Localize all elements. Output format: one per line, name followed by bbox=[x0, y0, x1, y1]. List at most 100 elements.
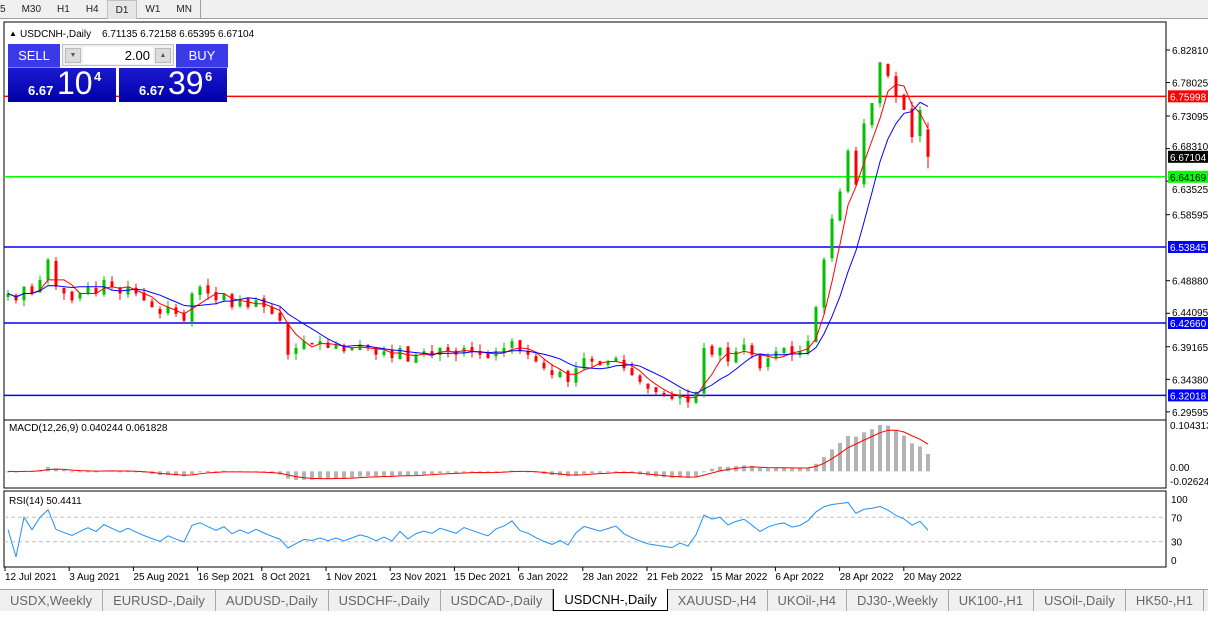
macd-tick-label: -0.026249 bbox=[1170, 477, 1208, 488]
macd-histogram-bar bbox=[750, 465, 754, 472]
rsi-label: RSI(14) 50.4411 bbox=[9, 496, 82, 507]
macd-histogram-bar bbox=[854, 436, 858, 472]
macd-histogram-bar bbox=[422, 471, 426, 475]
macd-histogram-bar bbox=[382, 471, 386, 476]
candle-body bbox=[6, 293, 10, 297]
macd-histogram-bar bbox=[894, 429, 898, 472]
macd-histogram-bar bbox=[390, 471, 394, 477]
tab-dj30-weekly[interactable]: DJ30-,Weekly bbox=[847, 590, 949, 611]
candle-body bbox=[670, 394, 674, 399]
macd-histogram-bar bbox=[222, 470, 226, 472]
timeframe-5[interactable]: 5 bbox=[0, 4, 6, 15]
candle-body bbox=[126, 286, 130, 295]
candle-body bbox=[766, 358, 770, 367]
price-level-label: 6.75998 bbox=[1170, 92, 1207, 103]
price-level-label: 6.42660 bbox=[1170, 319, 1207, 330]
tab-usoil-daily[interactable]: USOil-,Daily bbox=[1034, 590, 1126, 611]
macd-histogram-bar bbox=[342, 471, 346, 479]
tab-ukoil-h4[interactable]: UKOil-,H4 bbox=[768, 590, 848, 611]
candle-body bbox=[54, 260, 58, 287]
candle-body bbox=[382, 351, 386, 355]
macd-histogram-bar bbox=[366, 471, 370, 477]
chart-symbol-title: USDCNH-,Daily bbox=[20, 29, 91, 40]
candle-body bbox=[846, 150, 850, 192]
candle-body bbox=[806, 341, 810, 353]
timeframe-w1[interactable]: W1 bbox=[145, 4, 161, 15]
lot-size-input[interactable] bbox=[83, 47, 153, 64]
price-tick-label: 6.63525 bbox=[1172, 185, 1208, 196]
tab-audusd-daily[interactable]: AUDUSD-,Daily bbox=[216, 590, 329, 611]
candle-body bbox=[622, 359, 626, 369]
candle-body bbox=[470, 347, 474, 352]
macd-histogram-bar bbox=[918, 446, 922, 472]
timeframe-mn[interactable]: MN bbox=[176, 4, 192, 15]
lot-decrease-button[interactable]: ▼ bbox=[65, 48, 81, 63]
candle-body bbox=[246, 298, 250, 308]
tab-eurusd-daily[interactable]: EURUSD-,Daily bbox=[103, 590, 216, 611]
candle-body bbox=[838, 191, 842, 221]
macd-histogram-bar bbox=[206, 471, 210, 473]
triangle-up-icon: ▲ bbox=[9, 29, 17, 38]
macd-histogram-bar bbox=[766, 468, 770, 472]
tab-uk100-h1[interactable]: UK100-,H1 bbox=[949, 590, 1035, 611]
candle-body bbox=[726, 347, 730, 362]
macd-histogram-bar bbox=[470, 471, 474, 473]
candle-body bbox=[526, 351, 530, 355]
macd-histogram-bar bbox=[406, 471, 410, 476]
macd-histogram-bar bbox=[838, 442, 842, 472]
timeframe-h4[interactable]: H4 bbox=[85, 4, 99, 15]
macd-histogram-bar bbox=[318, 471, 322, 480]
candle-body bbox=[342, 345, 346, 352]
date-tick-label: 25 Aug 2021 bbox=[133, 572, 190, 583]
tab-hk50-h1[interactable]: HK50-,H1 bbox=[1126, 590, 1204, 611]
tab-scroll-arrows[interactable]: ◂ ▸ bbox=[1204, 590, 1208, 611]
candle-body bbox=[150, 301, 154, 308]
macd-histogram-bar bbox=[662, 471, 666, 478]
candle-body bbox=[606, 361, 610, 365]
macd-histogram-bar bbox=[886, 425, 890, 472]
macd-histogram-bar bbox=[670, 471, 674, 478]
lot-increase-button[interactable]: ▲ bbox=[155, 48, 171, 63]
price-tick-label: 6.39165 bbox=[1172, 343, 1208, 354]
rsi-line bbox=[7, 501, 929, 558]
ma-fast-line bbox=[7, 83, 929, 399]
sell-price[interactable]: 6.67 10 4 bbox=[8, 65, 116, 102]
sell-button[interactable]: SELL bbox=[8, 44, 60, 68]
macd-histogram-bar bbox=[358, 471, 362, 477]
tab-usdx-weekly[interactable]: USDX,Weekly bbox=[0, 590, 104, 611]
candle-body bbox=[574, 368, 578, 383]
tab-xauusd-h4[interactable]: XAUUSD-,H4 bbox=[668, 590, 768, 611]
tab-usdcnh-daily[interactable]: USDCNH-,Daily bbox=[553, 589, 668, 611]
candle-body bbox=[78, 293, 82, 299]
candle-body bbox=[30, 286, 34, 294]
candle-body bbox=[478, 351, 482, 355]
buy-price[interactable]: 6.67 39 6 bbox=[119, 65, 227, 102]
candle-body bbox=[486, 353, 490, 359]
buy-button[interactable]: BUY bbox=[176, 44, 228, 68]
candle-body bbox=[718, 347, 722, 356]
candle-body bbox=[518, 340, 522, 352]
candle-body bbox=[926, 129, 930, 157]
candle-body bbox=[62, 288, 66, 294]
candle-body bbox=[118, 287, 122, 294]
macd-histogram-bar bbox=[814, 463, 818, 472]
candle-body bbox=[70, 291, 74, 301]
timeframe-d1[interactable]: D1 bbox=[106, 0, 138, 19]
macd-histogram-bar bbox=[910, 443, 914, 472]
candle-body bbox=[182, 312, 186, 321]
tab-usdcad-daily[interactable]: USDCAD-,Daily bbox=[441, 590, 554, 611]
price-level-badge bbox=[1168, 240, 1208, 253]
candle-body bbox=[86, 286, 90, 294]
date-tick-label: 15 Dec 2021 bbox=[454, 572, 511, 583]
date-tick-label: 28 Jan 2022 bbox=[583, 572, 638, 583]
price-tick-label: 6.34380 bbox=[1172, 375, 1208, 386]
current-price-badge bbox=[1168, 150, 1208, 163]
timeframe-m30[interactable]: M30 bbox=[21, 4, 42, 15]
price-chart[interactable]: ▲ USDCNH-,Daily 6.71135 6.72158 6.65395 6.… bbox=[0, 19, 1208, 589]
tab-usdchf-daily[interactable]: USDCHF-,Daily bbox=[329, 590, 441, 611]
candle-body bbox=[782, 347, 786, 353]
macd-histogram-bar bbox=[198, 471, 202, 473]
candle-body bbox=[294, 347, 298, 354]
timeframe-h1[interactable]: H1 bbox=[57, 4, 70, 15]
macd-histogram-bar bbox=[790, 468, 794, 472]
